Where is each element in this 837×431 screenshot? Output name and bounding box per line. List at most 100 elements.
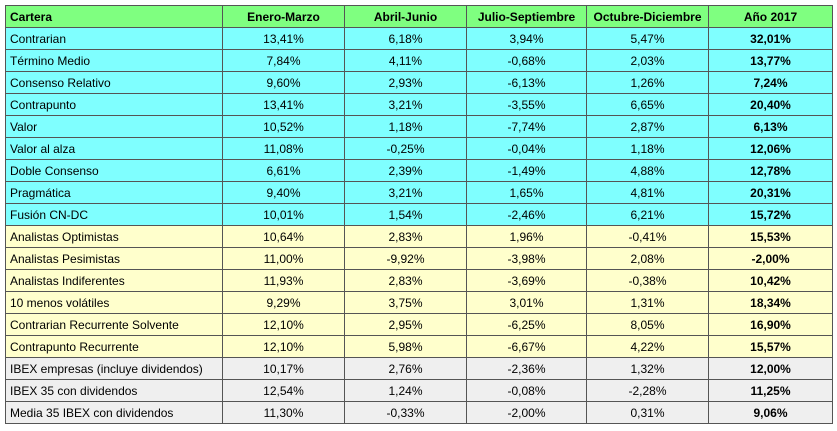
cell: 13,41%	[222, 27, 345, 50]
cell: 12,00%	[708, 357, 833, 380]
cell: -2,46%	[466, 203, 587, 226]
cell: 1,96%	[466, 225, 587, 248]
table-row: Contrapunto 13,41% 3,21% -3,55% 6,65% 20,40%	[5, 93, 833, 116]
table-row: Analistas Optimistas 10,64% 2,83% 1,96% -0,4…	[5, 225, 833, 248]
cell: 20,40%	[708, 93, 833, 116]
cell: 2,83%	[344, 269, 467, 292]
cell: -0,41%	[586, 225, 709, 248]
header-cell: Cartera	[5, 5, 223, 28]
cell: 3,21%	[344, 181, 467, 204]
table-row: IBEX empresas (incluye dividendos) 10,17%…	[5, 357, 833, 380]
portfolio-name: Valor	[5, 115, 223, 138]
cell: 12,78%	[708, 159, 833, 182]
portfolio-name: Consenso Relativo	[5, 71, 223, 94]
cell: -3,55%	[466, 93, 587, 116]
cell: 1,24%	[344, 379, 467, 402]
cell: -0,04%	[466, 137, 587, 160]
cell: 11,08%	[222, 137, 345, 160]
cell: 5,98%	[344, 335, 467, 358]
cell: 4,22%	[586, 335, 709, 358]
cell: -2,36%	[466, 357, 587, 380]
cell: 3,01%	[466, 291, 587, 314]
cell: 20,31%	[708, 181, 833, 204]
cell: -6,13%	[466, 71, 587, 94]
cell: -3,69%	[466, 269, 587, 292]
table-row: Analistas Pesimistas 11,00% -9,92% -3,98% 2,…	[5, 247, 833, 270]
table-row: Media 35 IBEX con dividendos 11,30% -0,33%…	[5, 401, 833, 424]
cell: 13,41%	[222, 93, 345, 116]
cell: 4,11%	[344, 49, 467, 72]
header-cell: Julio-Septiembre	[466, 5, 587, 28]
portfolio-name: Pragmática	[5, 181, 223, 204]
cell: 7,84%	[222, 49, 345, 72]
cell: 12,54%	[222, 379, 345, 402]
cell: -0,68%	[466, 49, 587, 72]
cell: 1,18%	[344, 115, 467, 138]
cell: 0,31%	[586, 401, 709, 424]
table-row: Consenso Relativo 9,60% 2,93% -6,13% 1,26% 7,…	[5, 71, 833, 94]
portfolio-name: Contrarian	[5, 27, 223, 50]
cell: -1,49%	[466, 159, 587, 182]
table-row: Analistas Indiferentes 11,93% 2,83% -3,69% -…	[5, 269, 833, 292]
table-row: 10 menos volátiles 9,29% 3,75% 3,01% 1,31% 18…	[5, 291, 833, 314]
cell: 2,03%	[586, 49, 709, 72]
cell: 4,81%	[586, 181, 709, 204]
returns-table: Cartera Enero-Marzo Abril-Junio Julio-Septi…	[5, 5, 833, 424]
cell: 15,57%	[708, 335, 833, 358]
cell: 15,72%	[708, 203, 833, 226]
cell: 9,06%	[708, 401, 833, 424]
cell: -7,74%	[466, 115, 587, 138]
portfolio-name: Media 35 IBEX con dividendos	[5, 401, 223, 424]
cell: -0,33%	[344, 401, 467, 424]
cell: 1,31%	[586, 291, 709, 314]
header-cell: Abril-Junio	[344, 5, 467, 28]
cell: 9,40%	[222, 181, 345, 204]
table-row: Doble Consenso 6,61% 2,39% -1,49% 4,88% 12,78…	[5, 159, 833, 182]
cell: 8,05%	[586, 313, 709, 336]
cell: 6,61%	[222, 159, 345, 182]
cell: 2,87%	[586, 115, 709, 138]
cell: 11,25%	[708, 379, 833, 402]
cell: 1,18%	[586, 137, 709, 160]
cell: 2,76%	[344, 357, 467, 380]
cell: 16,90%	[708, 313, 833, 336]
table-row: Valor 10,52% 1,18% -7,74% 2,87% 6,13%	[5, 115, 833, 138]
cell: 2,39%	[344, 159, 467, 182]
cell: 9,60%	[222, 71, 345, 94]
cell: -2,28%	[586, 379, 709, 402]
portfolio-name: Fusión CN-DC	[5, 203, 223, 226]
table-row: Pragmática 9,40% 3,21% 1,65% 4,81% 20,31%	[5, 181, 833, 204]
cell: 6,18%	[344, 27, 467, 50]
header-cell: Año 2017	[708, 5, 833, 28]
cell: -0,38%	[586, 269, 709, 292]
cell: 5,47%	[586, 27, 709, 50]
portfolio-name: Término Medio	[5, 49, 223, 72]
cell: 10,17%	[222, 357, 345, 380]
cell: 10,01%	[222, 203, 345, 226]
cell: 32,01%	[708, 27, 833, 50]
cell: -3,98%	[466, 247, 587, 270]
cell: 6,13%	[708, 115, 833, 138]
cell: 2,95%	[344, 313, 467, 336]
cell: 11,00%	[222, 247, 345, 270]
cell: 15,53%	[708, 225, 833, 248]
cell: -0,25%	[344, 137, 467, 160]
table-row: Contrarian Recurrente Solvente 12,10% 2,95…	[5, 313, 833, 336]
cell: 10,42%	[708, 269, 833, 292]
cell: 2,83%	[344, 225, 467, 248]
table-row: Término Medio 7,84% 4,11% -0,68% 2,03% 13,77%	[5, 49, 833, 72]
cell: -2,00%	[466, 401, 587, 424]
cell: 18,34%	[708, 291, 833, 314]
table-row: Contrapunto Recurrente 12,10% 5,98% -6,67% 4…	[5, 335, 833, 358]
cell: 11,93%	[222, 269, 345, 292]
cell: 3,94%	[466, 27, 587, 50]
header-row: Cartera Enero-Marzo Abril-Junio Julio-Septi…	[5, 5, 833, 28]
cell: 6,21%	[586, 203, 709, 226]
cell: 3,21%	[344, 93, 467, 116]
portfolio-name: Valor al alza	[5, 137, 223, 160]
cell: -9,92%	[344, 247, 467, 270]
table-row: Contrarian 13,41% 6,18% 3,94% 5,47% 32,01%	[5, 27, 833, 50]
cell: 6,65%	[586, 93, 709, 116]
portfolio-name: Contrarian Recurrente Solvente	[5, 313, 223, 336]
cell: -0,08%	[466, 379, 587, 402]
